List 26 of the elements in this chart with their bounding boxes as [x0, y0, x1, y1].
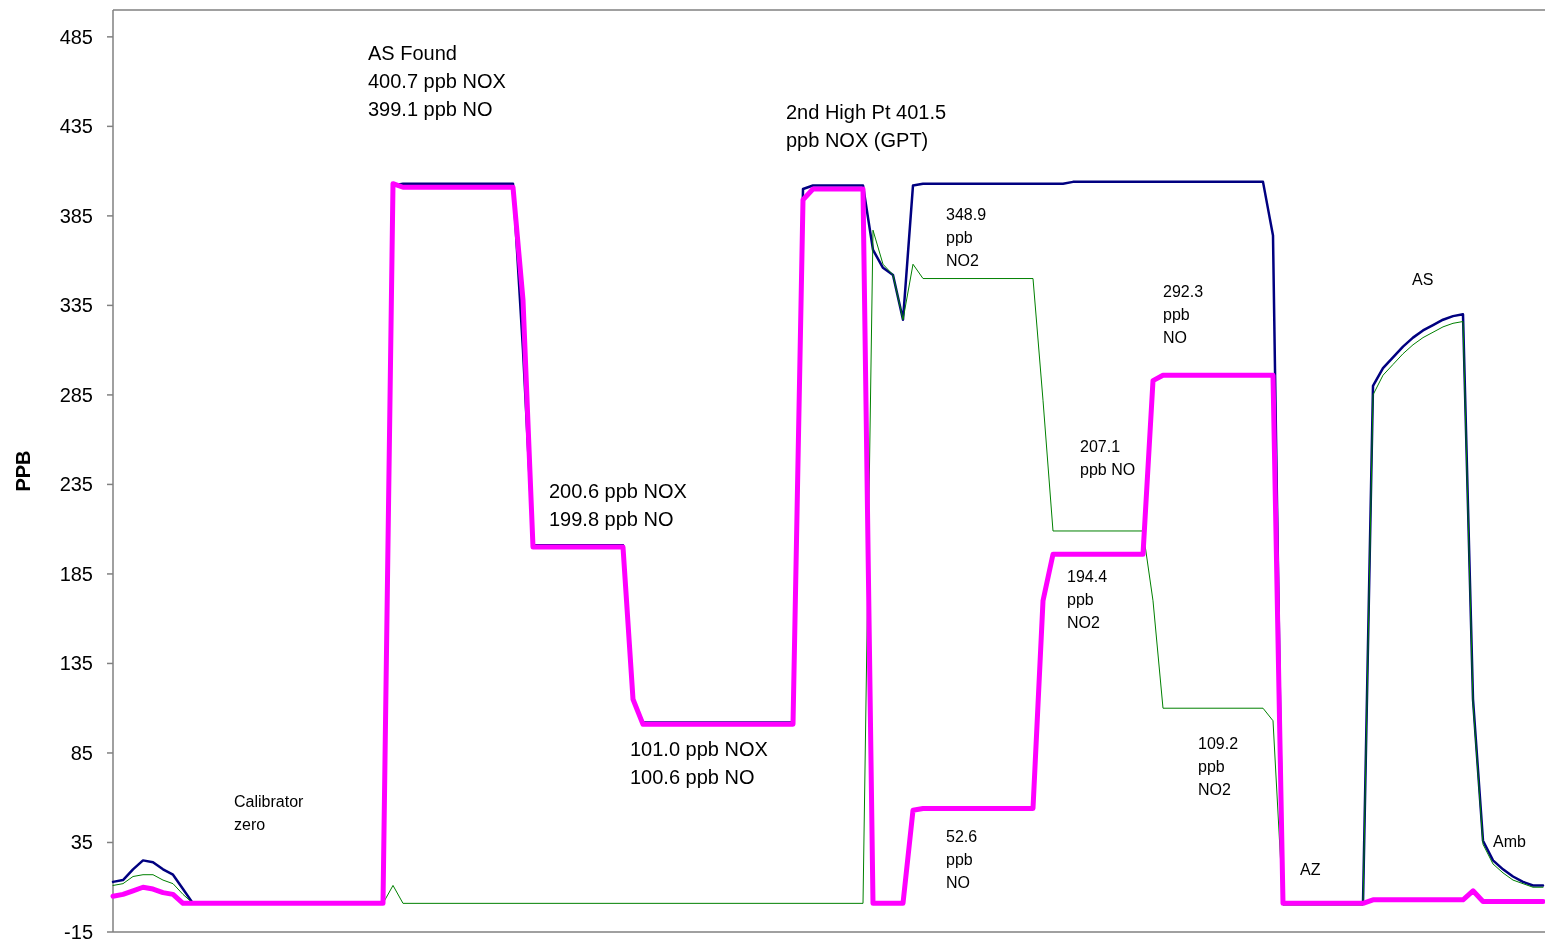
annotation: 2nd High Pt 401.5 ppb NOX (GPT)	[786, 101, 947, 151]
y-tick-label: 85	[70, 741, 93, 764]
annotation: AS	[1412, 271, 1434, 288]
y-tick-label: 35	[70, 831, 93, 854]
y-tick-label: 385	[59, 204, 93, 227]
annotation: 207.1 ppb NO	[1080, 438, 1136, 478]
annotation: 109.2 ppb NO2	[1198, 735, 1239, 798]
y-tick-label: 485	[59, 25, 93, 48]
annotation: 200.6 ppb NOX 199.8 ppb NO	[549, 480, 687, 530]
annotation: Calibrator zero	[234, 793, 305, 833]
annotation: 194.4 ppb NO2	[1067, 568, 1108, 631]
annotation: 292.3 ppb NO	[1163, 283, 1204, 346]
y-tick-label: 135	[59, 652, 93, 675]
y-axis-title: PPB	[12, 450, 34, 492]
y-tick-label: -15	[64, 921, 93, 943]
annotation: AZ	[1300, 861, 1321, 878]
y-tick-label: 235	[59, 473, 93, 496]
annotation: AS Found 400.7 ppb NOX 399.1 ppb NO	[368, 42, 506, 120]
y-tick-label: 185	[59, 562, 93, 585]
y-tick-label: 335	[59, 294, 93, 317]
annotation: Amb	[1493, 833, 1526, 850]
annotation: 101.0 ppb NOX 100.6 ppb NO	[630, 738, 768, 788]
y-tick-label: 285	[59, 383, 93, 406]
annotation: 348.9 ppb NO2	[946, 206, 987, 269]
annotation: 52.6 ppb NO	[946, 828, 978, 891]
y-tick-label: 435	[59, 115, 93, 138]
